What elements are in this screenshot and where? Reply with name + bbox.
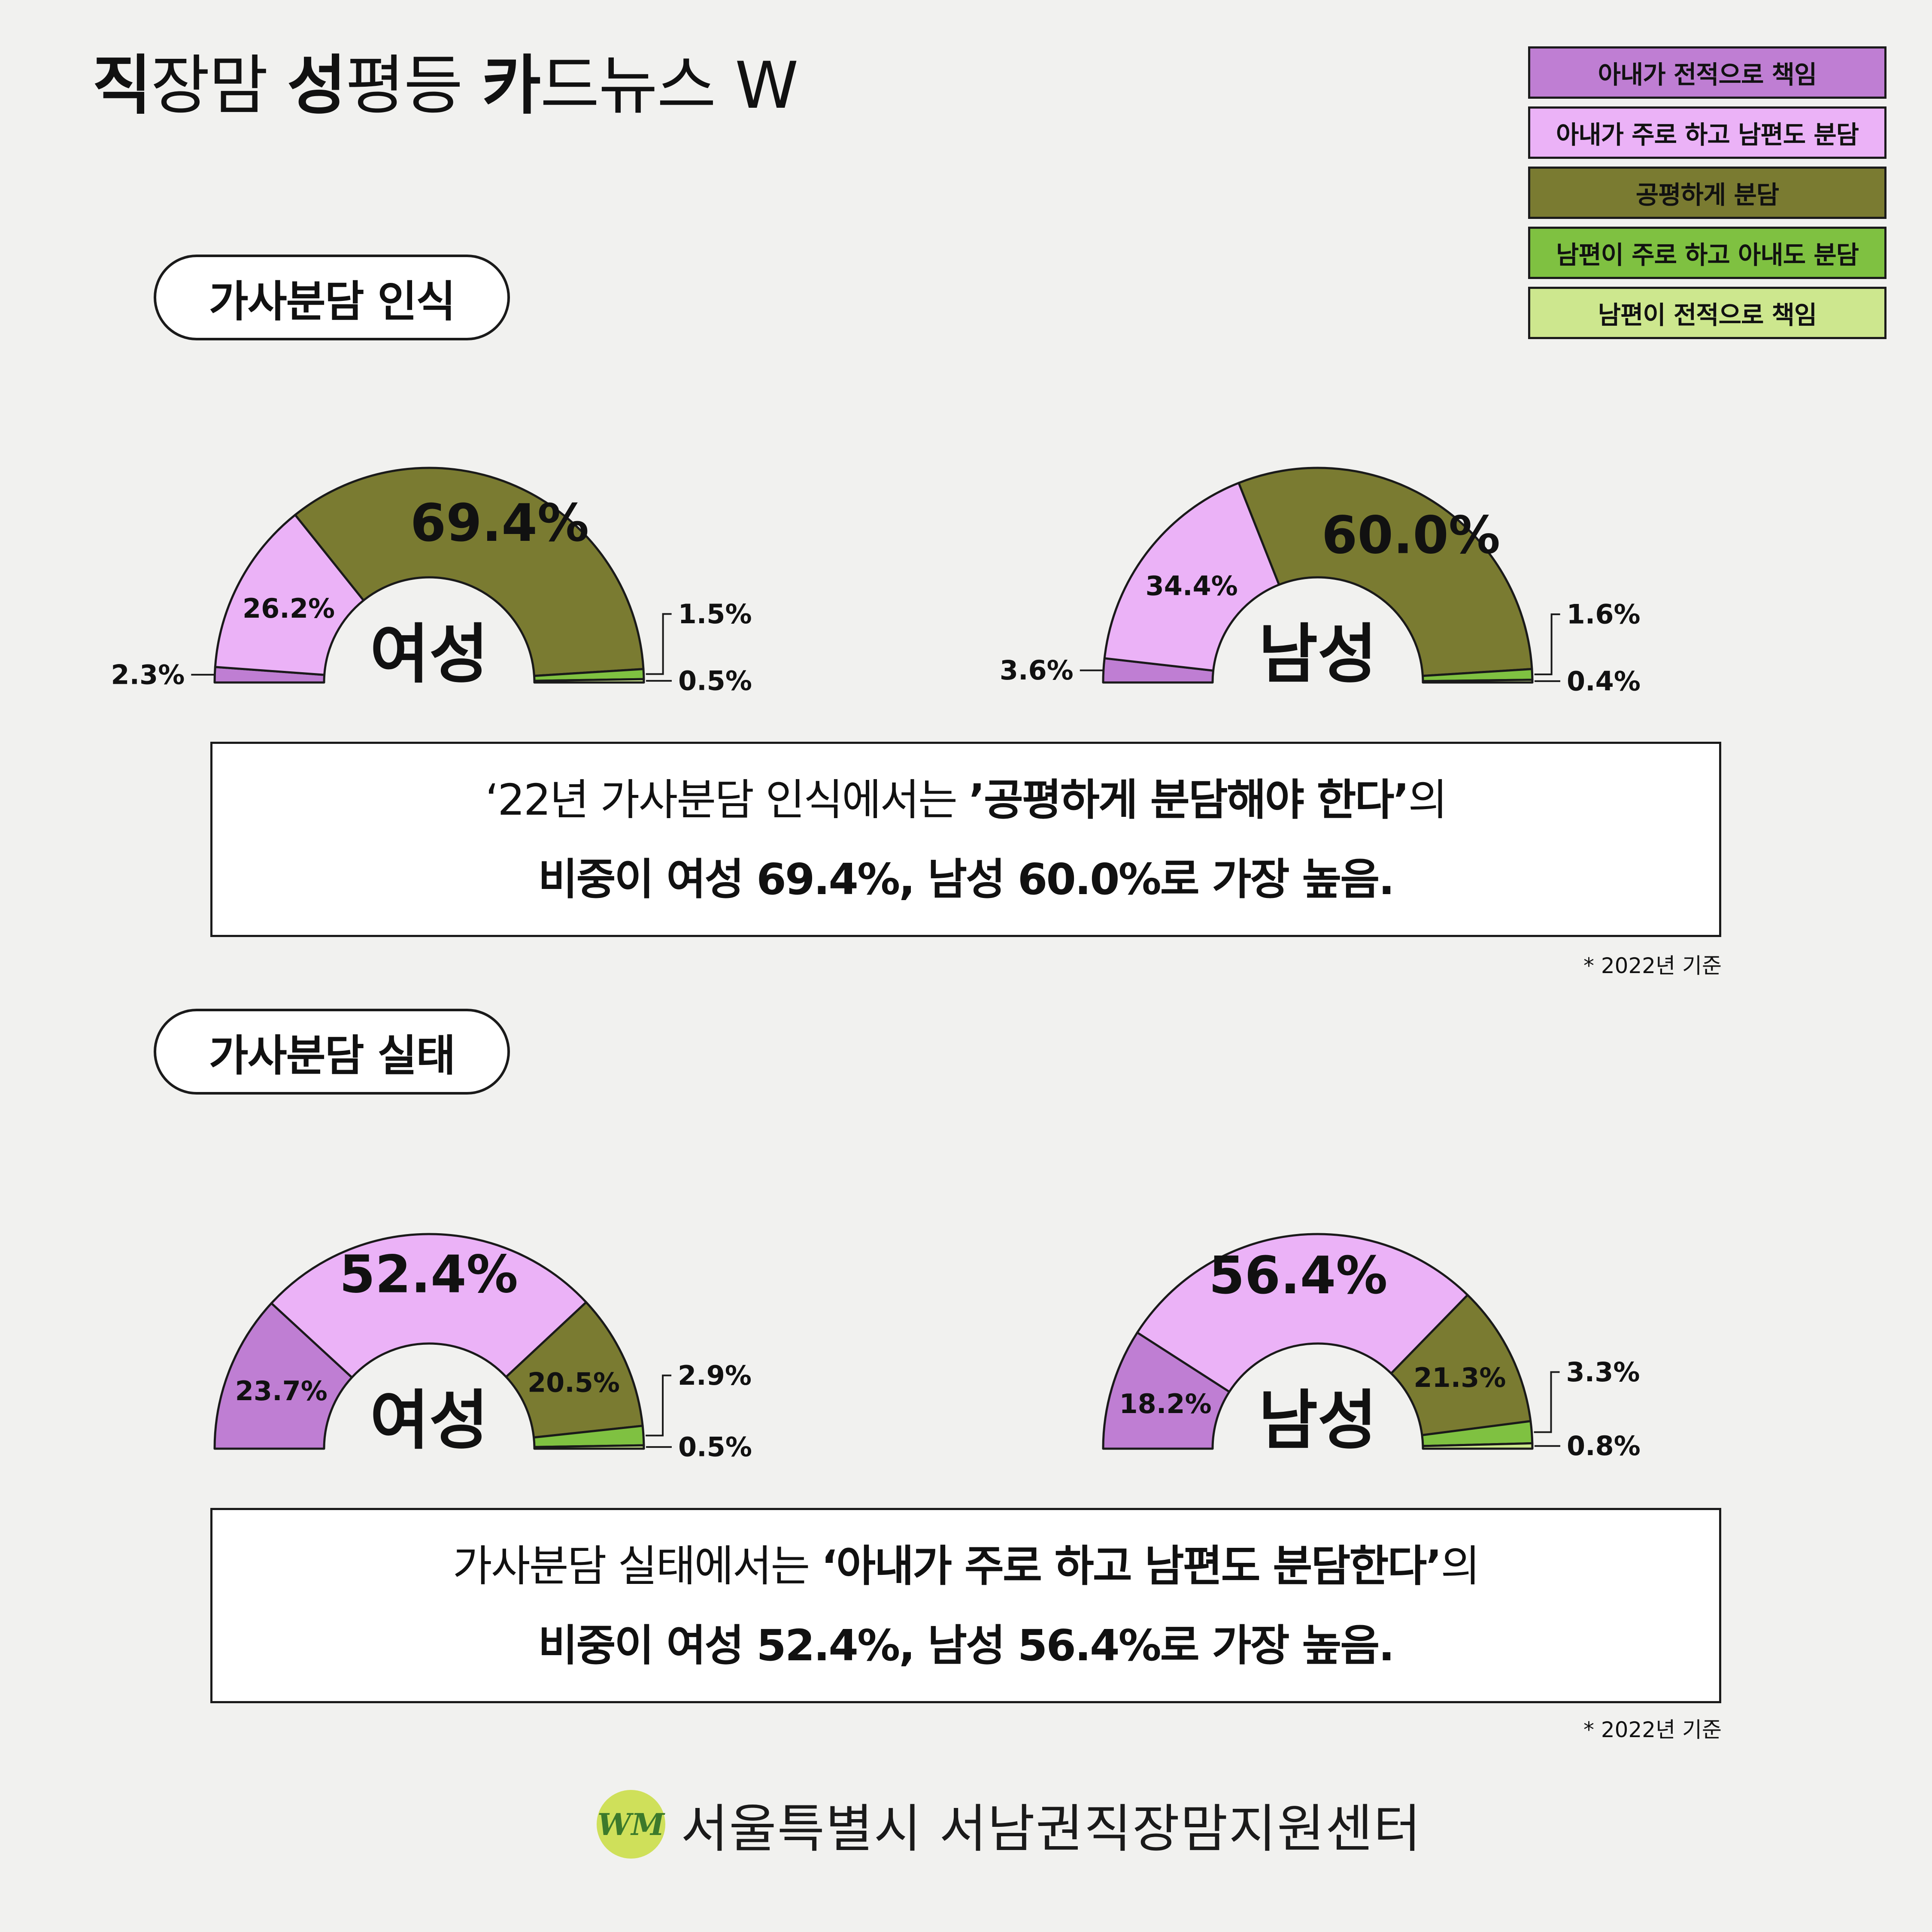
- slice-label: 3.3%: [1566, 1356, 1640, 1388]
- summary-text: ‘22년 가사분담 인식에서는: [485, 774, 969, 825]
- slice-label: 69.4%: [410, 494, 589, 553]
- section-title-reality: 가사분담 실태: [154, 1009, 510, 1095]
- slice-label: 0.5%: [678, 1432, 752, 1463]
- legend-item-husband-fully: 남편이 전적으로 책임: [1528, 287, 1887, 339]
- slice-label: 3.6%: [1000, 655, 1074, 686]
- center-logo: WM: [597, 1790, 665, 1859]
- title-part: 직: [92, 49, 152, 123]
- legend-item-equal: 공평하게 분담: [1528, 167, 1887, 219]
- summary-text: 비중이 여성 69.4%, 남성 60.0%로 가장 높음.: [538, 854, 1395, 904]
- footer: WM 서울특별시 서남권직장맘지원센터: [597, 1781, 1422, 1867]
- title-part: 평등: [345, 49, 482, 123]
- summary-text: 가사분담 실태에서는: [452, 1541, 822, 1591]
- slice-label: 0.4%: [1567, 665, 1641, 697]
- slice-label: 20.5%: [528, 1367, 620, 1398]
- slice-equal: [294, 467, 645, 677]
- section-title-label: 가사분담 인식: [209, 276, 456, 327]
- slice-label: 2.9%: [678, 1360, 752, 1391]
- footnote: * 2022년 기준: [1583, 1717, 1722, 1742]
- slice-label: 0.8%: [1567, 1430, 1641, 1462]
- slice-label: 18.2%: [1119, 1388, 1211, 1419]
- leader-line: [646, 1374, 672, 1437]
- footnote: * 2022년 기준: [1583, 953, 1722, 978]
- slice-label: 21.3%: [1413, 1362, 1506, 1393]
- summary-line-1: ‘22년 가사분담 인식에서는 ’공평하게 분담해야 한다’의: [485, 760, 1448, 840]
- slice-label: 26.2%: [243, 593, 335, 624]
- chart-legend: 아내가 전적으로 책임 아내가 주로 하고 남편도 분담 공평하게 분담 남편이…: [1528, 46, 1887, 347]
- leader-line: [1534, 1371, 1560, 1433]
- slice-wife-mostly: [1103, 482, 1280, 672]
- legend-label: 남편이 전적으로 책임: [1598, 300, 1817, 330]
- slice-husband-fully: [1422, 679, 1534, 684]
- slice-husband-fully: [1422, 1442, 1534, 1450]
- section-title-label: 가사분담 실태: [209, 1030, 456, 1081]
- slice-label: 60.0%: [1322, 506, 1500, 566]
- slice-wife-fully: [1102, 1331, 1231, 1450]
- slice-label: 1.6%: [1567, 599, 1641, 630]
- summary-text: 의: [1408, 774, 1448, 825]
- chart-center-label: 여성: [370, 1383, 488, 1458]
- section-title-perception: 가사분담 인식: [154, 255, 510, 340]
- slice-label: 34.4%: [1146, 570, 1238, 602]
- chart-center-label: 남성: [1259, 1383, 1377, 1458]
- slice-husband-fully: [533, 1444, 645, 1450]
- leader-line: [1534, 613, 1560, 676]
- summary-line-1: 가사분담 실태에서는 ‘아내가 주로 하고 남편도 분담한다’의: [452, 1526, 1480, 1606]
- slice-husband-fully: [533, 678, 645, 684]
- legend-item-husband-mostly: 남편이 주로 하고 아내도 분담: [1528, 227, 1887, 279]
- organization-name: 서울특별시 서남권직장맘지원센터: [681, 1799, 1422, 1859]
- slice-wife-fully: [213, 1302, 353, 1450]
- slice-label: 56.4%: [1209, 1246, 1387, 1306]
- summary-line-2: 비중이 여성 69.4%, 남성 60.0%로 가장 높음.: [538, 840, 1395, 919]
- legend-item-wife-fully: 아내가 전적으로 책임: [1528, 46, 1887, 99]
- title-part: 드뉴스 W: [540, 49, 798, 123]
- summary-box-perception: ‘22년 가사분담 인식에서는 ’공평하게 분담해야 한다’의 비중이 여성 6…: [210, 742, 1721, 937]
- slice-wife-mostly: [1136, 1233, 1469, 1393]
- slice-equal: [505, 1301, 644, 1439]
- slice-label: 0.5%: [678, 665, 752, 697]
- page-title: 직장맘 성평등 카드뉴스 W: [92, 47, 798, 124]
- slice-equal: [1390, 1294, 1532, 1437]
- slice-label: 1.5%: [678, 598, 752, 630]
- chart-center-label: 남성: [1259, 617, 1377, 692]
- summary-emphasis: ‘아내가 주로 하고 남편도 분담한다’: [821, 1541, 1442, 1591]
- summary-box-reality: 가사분담 실태에서는 ‘아내가 주로 하고 남편도 분담한다’의 비중이 여성 …: [210, 1508, 1721, 1703]
- summary-emphasis: ’공평하게 분담해야 한다’: [968, 774, 1410, 825]
- title-part: 카: [482, 49, 541, 123]
- slice-wife-mostly: [270, 1233, 588, 1379]
- slice-equal: [1237, 467, 1533, 677]
- slice-label: 2.3%: [111, 659, 185, 690]
- legend-item-wife-mostly: 아내가 주로 하고 남편도 분담: [1528, 106, 1887, 159]
- chart-center-label: 여성: [370, 617, 488, 692]
- legend-label: 공평하게 분담: [1635, 180, 1779, 209]
- legend-label: 아내가 주로 하고 남편도 분담: [1556, 120, 1859, 149]
- summary-line-2: 비중이 여성 52.4%, 남성 56.4%로 가장 높음.: [538, 1606, 1395, 1685]
- summary-text: 비중이 여성 52.4%, 남성 56.4%로 가장 높음.: [538, 1620, 1395, 1671]
- title-part: 장맘: [151, 49, 287, 123]
- title-part: 성: [287, 49, 346, 123]
- summary-text: 의: [1441, 1541, 1480, 1591]
- legend-label: 아내가 전적으로 책임: [1598, 60, 1817, 89]
- leader-line: [646, 613, 672, 675]
- legend-label: 남편이 주로 하고 아내도 분담: [1556, 240, 1859, 270]
- slice-label: 23.7%: [235, 1375, 328, 1407]
- slice-label: 52.4%: [340, 1245, 518, 1305]
